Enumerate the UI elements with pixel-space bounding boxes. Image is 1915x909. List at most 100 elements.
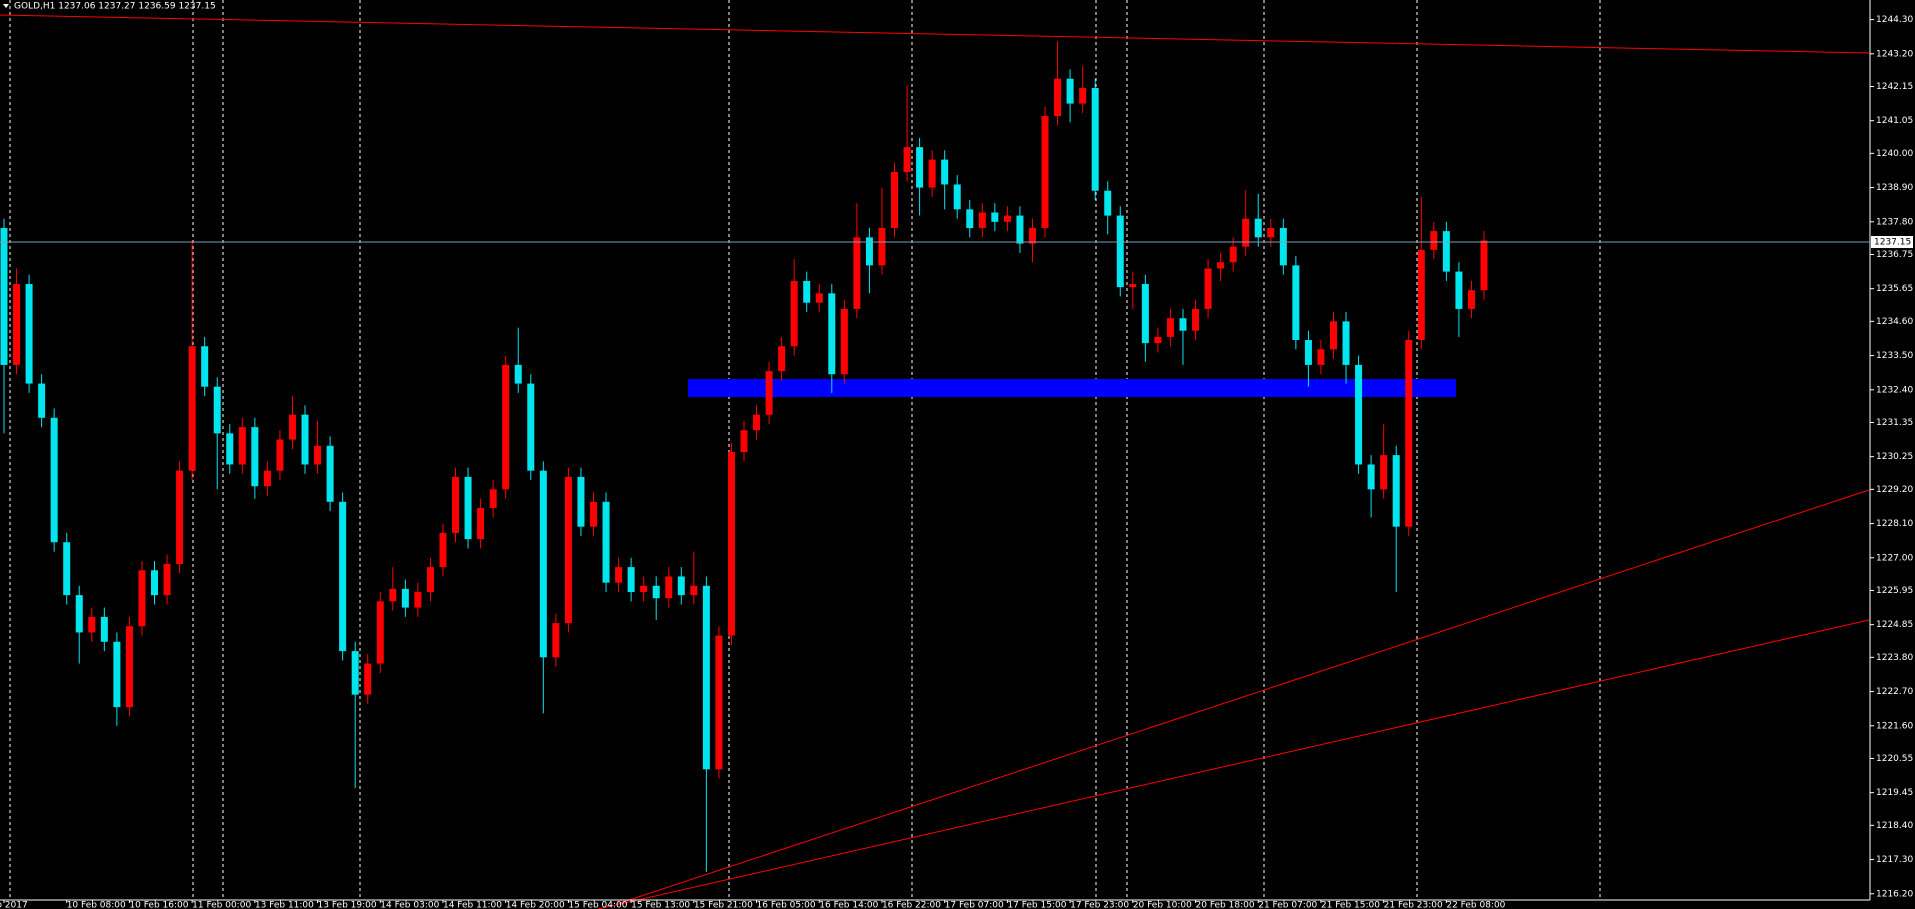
x-tick-label: 20 Feb 18:00 <box>1196 901 1255 909</box>
candle-body <box>1355 364 1363 465</box>
y-tick-label: 1242.15 <box>1876 82 1913 92</box>
candle-body <box>941 159 949 185</box>
candle-body <box>1066 78 1074 104</box>
candle-body <box>1480 240 1488 291</box>
candle-body <box>301 414 309 465</box>
candle-body <box>1079 88 1087 104</box>
candle-body <box>1192 308 1200 331</box>
candle-body <box>1129 284 1137 288</box>
candle-body <box>1267 228 1275 238</box>
candles <box>0 41 1488 873</box>
trendlines <box>0 14 1870 909</box>
candle-body <box>88 616 96 633</box>
x-tick-label: 22 Feb 08:00 <box>1446 901 1505 909</box>
candle-body <box>527 383 535 471</box>
candle-body <box>188 346 196 471</box>
candle-body <box>627 567 635 593</box>
candle-body <box>853 237 861 309</box>
candle-body <box>1028 228 1036 244</box>
candle-body <box>916 147 924 188</box>
x-tick-label: 17 Feb 15:00 <box>1007 901 1066 909</box>
candle-body <box>1442 231 1450 272</box>
candle-body <box>640 585 648 593</box>
candle-body <box>75 595 83 633</box>
candle-body <box>238 427 246 465</box>
y-tick-label: 1216.20 <box>1876 889 1913 899</box>
y-tick-label: 1222.70 <box>1876 687 1913 697</box>
y-tick-label: 1218.40 <box>1876 821 1913 831</box>
y-tick-label: 1233.50 <box>1876 351 1913 361</box>
candle-body <box>589 501 597 527</box>
candle-body <box>464 476 472 540</box>
candle-body <box>1254 218 1262 238</box>
candle-body <box>151 570 159 596</box>
candle-body <box>1116 215 1124 288</box>
candle-body <box>1217 262 1225 269</box>
y-tick-label: 1238.90 <box>1876 183 1913 193</box>
candle-body <box>213 386 221 434</box>
candle-body <box>401 588 409 608</box>
candle-body <box>1166 318 1174 337</box>
candle-body <box>63 542 71 596</box>
x-tick-label: 17 Feb 23:00 <box>1070 901 1129 909</box>
candle-body <box>452 476 460 533</box>
y-tick-label: 1223.80 <box>1876 653 1913 663</box>
candle-body <box>1367 464 1375 490</box>
x-tick-label: 13 Feb 19:00 <box>318 901 377 909</box>
candle-body <box>991 212 999 222</box>
x-tick-label: 15 Feb 21:00 <box>694 901 753 909</box>
candle-body <box>477 508 485 540</box>
candle-body <box>765 371 773 415</box>
candle-body <box>1417 249 1425 341</box>
x-tick-label: Feb 2017 <box>0 901 28 909</box>
x-tick-label: 20 Feb 10:00 <box>1133 901 1192 909</box>
y-tick-label: 1217.30 <box>1876 855 1913 865</box>
trendline <box>597 619 1870 909</box>
support-zone <box>688 379 1456 397</box>
y-tick-label: 1229.20 <box>1876 485 1913 495</box>
x-tick-label: 15 Feb 04:00 <box>568 901 627 909</box>
candle-body <box>125 626 133 708</box>
y-tick-label: 1241.05 <box>1876 116 1913 126</box>
candle-body <box>138 570 146 627</box>
candle-body <box>790 280 798 347</box>
y-tick-label: 1234.60 <box>1876 317 1913 327</box>
candle-body <box>1229 246 1237 263</box>
candle-body <box>339 501 347 652</box>
candle-body <box>1430 231 1438 250</box>
candle-body <box>50 417 58 543</box>
candle-body <box>891 172 899 229</box>
candle-body <box>1292 265 1300 341</box>
candle-body <box>1304 340 1312 365</box>
candle-body <box>803 280 811 303</box>
candle-body <box>1179 318 1187 331</box>
candle-body <box>326 445 334 502</box>
candle-body <box>953 184 961 210</box>
x-tick-label: 13 Feb 11:00 <box>255 901 314 909</box>
candle-body <box>176 470 184 565</box>
candle-body <box>1342 321 1350 365</box>
candle-body <box>489 489 497 509</box>
x-tick-label: 16 Feb 22:00 <box>882 901 941 909</box>
y-tick-label: 1244.30 <box>1876 15 1913 25</box>
candle-body <box>1141 284 1149 344</box>
candle-body <box>1455 271 1463 309</box>
candle-body <box>426 567 434 593</box>
candle-body <box>0 228 8 365</box>
candle-body <box>715 635 723 770</box>
candle-body <box>552 623 560 658</box>
candle-body <box>389 588 397 602</box>
x-tick-label: 10 Feb 16:00 <box>129 901 188 909</box>
y-tick-label: 1237.80 <box>1876 217 1913 227</box>
y-tick-label: 1224.85 <box>1876 620 1913 630</box>
candle-body <box>1091 88 1099 191</box>
last-price-label: 1237.15 <box>1874 238 1911 248</box>
x-tick-label: 16 Feb 05:00 <box>757 901 816 909</box>
chart-title: GOLD,H1 1237.06 1237.27 1236.59 1237.15 <box>14 2 216 12</box>
x-tick-label: 16 Feb 14:00 <box>819 901 878 909</box>
candle-body <box>263 470 271 487</box>
x-tick-label: 14 Feb 03:00 <box>380 901 439 909</box>
candle-body <box>1041 116 1049 229</box>
candle-body <box>226 433 234 465</box>
